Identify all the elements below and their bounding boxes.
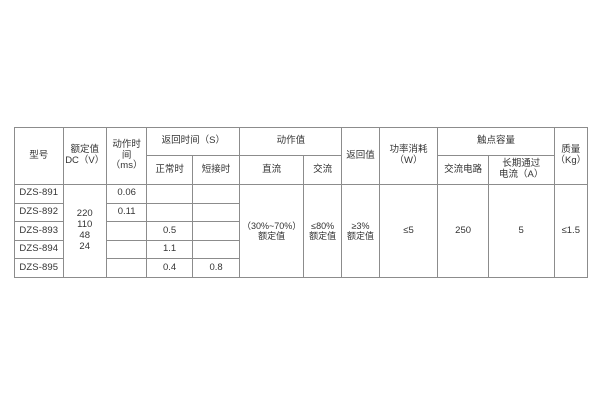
cell-return-value: ≥3% 额定值: [341, 184, 380, 278]
table-row: DZS-894 1.1: [14, 239, 588, 260]
header-row-1: 型号 额定值 DC（V） 动作时间 （ms） 返回时间（S） 动作值 返回值 功…: [14, 127, 589, 185]
table-row: DZS-891 220 110 48 24 0.06 （30%~70%） 额定值…: [14, 184, 589, 278]
header-return-time-group: 返回时间（S）: [146, 127, 241, 156]
cell-return-short: [191, 184, 241, 204]
cell-contact-ac-circuit: 250: [437, 184, 489, 278]
cell-power-consumption: ≤5: [378, 184, 439, 278]
table-header: 型号 额定值 DC（V） 动作时间 （ms） 返回时间（S） 动作值 返回值 功…: [14, 127, 589, 185]
cell-action-time: [105, 239, 148, 260]
cell-model: DZS-891: [14, 184, 64, 204]
action-value-ac-limit: ≤80%: [311, 220, 335, 231]
header-weight-line2: （Kg）: [555, 155, 587, 166]
header-contact-ac-circuit: 交流电路: [437, 155, 489, 185]
return-value-limit: ≥3%: [351, 220, 370, 231]
cell-model: DZS-895: [14, 258, 64, 278]
header-weight-line1: 质量: [561, 144, 581, 156]
action-value-dc-range: （30%~70%）: [241, 220, 302, 231]
header-rated-value-line1: 额定值: [70, 144, 99, 156]
header-rated-value: 额定值 DC（V）: [62, 127, 107, 185]
header-power-consumption: 功率消耗 （W）: [378, 127, 439, 185]
rated-value-24: 24: [79, 240, 90, 252]
relay-specification-table: 型号 额定值 DC（V） 动作时间 （ms） 返回时间（S） 动作值 返回值 功…: [14, 127, 589, 278]
cell-action-time: [105, 221, 148, 241]
header-action-time: 动作时间 （ms）: [105, 127, 148, 185]
header-model: 型号: [14, 127, 64, 185]
header-contact-current: 长期通过 电流（A）: [487, 155, 555, 185]
header-power-line2: （W）: [394, 155, 423, 166]
cell-contact-current: 5: [487, 184, 555, 278]
rated-value-220: 220: [76, 208, 93, 220]
cell-return-short: 0.8: [191, 258, 241, 278]
rated-value-110: 110: [77, 219, 93, 231]
cell-return-normal: 0.5: [146, 221, 193, 241]
header-action-value-ac: 交流: [302, 155, 343, 185]
action-value-ac-rated: 额定值: [309, 230, 337, 241]
cell-rated-values: 220 110 48 24: [62, 184, 107, 278]
action-value-dc-rated: 额定值: [258, 230, 286, 241]
cell-model: DZS-892: [14, 202, 64, 223]
table-row: DZS-895 0.4 0.8: [14, 258, 588, 278]
cell-return-short: [191, 202, 241, 223]
return-value-rated: 额定值: [347, 230, 375, 241]
cell-action-time: 0.11: [105, 202, 148, 223]
header-action-value-group: 动作值: [239, 127, 343, 156]
rated-value-48: 48: [79, 229, 90, 241]
header-weight: 质量 （Kg）: [553, 127, 589, 185]
cell-return-short: [191, 221, 241, 241]
header-row-2: 正常时 短接时 直流 交流 交流电路 长期通过 电流（A）: [15, 155, 588, 185]
cell-action-time: [105, 258, 148, 278]
header-power-line1: 功率消耗: [389, 144, 428, 156]
header-return-time-short: 短接时: [191, 155, 241, 185]
header-contact-current-line1: 长期通过: [502, 158, 541, 170]
table-row: DZS-893 0.5: [14, 221, 588, 241]
header-contact-current-line2: 电流（A）: [499, 169, 544, 180]
header-rated-value-line2: DC（V）: [65, 155, 105, 166]
cell-return-normal: [146, 202, 193, 223]
table-body: DZS-891 220 110 48 24 0.06 （30%~70%） 额定值…: [14, 184, 589, 278]
cell-return-short: [191, 239, 241, 260]
header-action-value-dc: 直流: [239, 155, 304, 185]
cell-return-normal: 1.1: [146, 239, 193, 260]
cell-action-value-ac: ≤80% 额定值: [302, 184, 343, 278]
cell-action-value-dc: （30%~70%） 额定值: [239, 184, 304, 278]
header-contact-capacity-group: 触点容量: [437, 127, 555, 156]
header-action-time-line1: 动作时间: [112, 138, 141, 161]
header-return-time-normal: 正常时: [146, 155, 193, 185]
cell-model: DZS-893: [14, 221, 64, 241]
cell-return-normal: 0.4: [146, 258, 193, 278]
cell-action-time: 0.06: [105, 184, 148, 204]
cell-weight: ≤1.5: [553, 184, 589, 278]
cell-return-normal: [146, 184, 193, 204]
header-return-value: 返回值: [341, 127, 380, 185]
header-action-time-line2: （ms）: [110, 160, 143, 172]
cell-model: DZS-894: [14, 239, 64, 260]
